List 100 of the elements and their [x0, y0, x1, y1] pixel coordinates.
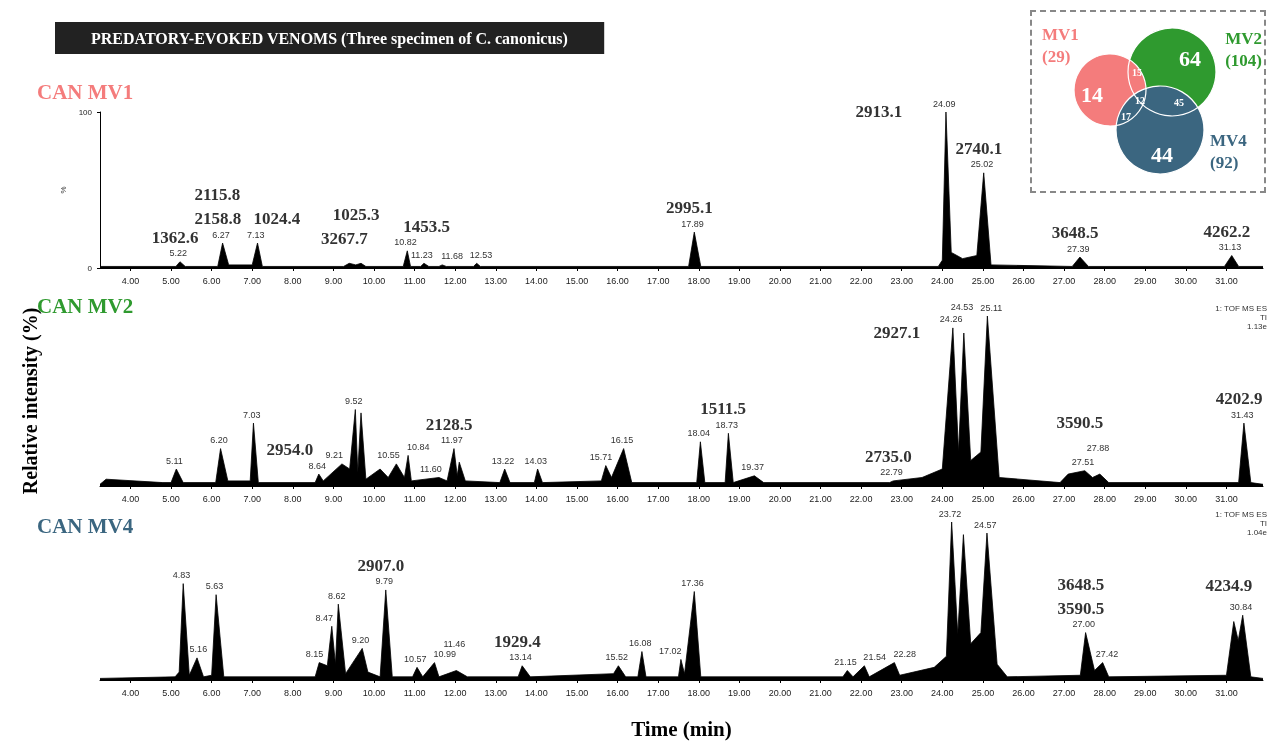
x-tick-label: 23.00	[890, 275, 913, 286]
x-tick-label: 19.00	[728, 687, 751, 698]
legend-label: MV4	[1210, 131, 1248, 150]
annotation: 2735.0	[864, 446, 912, 466]
annotation: 10.99	[433, 649, 457, 660]
annotation: 27.00	[1072, 619, 1096, 630]
x-tick-label: 22.00	[849, 275, 873, 286]
x-tick-label: 24.00	[931, 687, 954, 698]
legend-label: MV2	[1225, 29, 1262, 48]
annotation: 4234.9	[1205, 575, 1253, 595]
annotation: 23.72	[938, 508, 962, 519]
x-tick-label: 6.00	[202, 687, 221, 698]
x-tick-label: 17.00	[646, 275, 670, 286]
annotation: 1511.5	[700, 399, 746, 419]
annotation: 1362.6	[151, 227, 199, 247]
annotation: 21.54	[863, 652, 886, 663]
x-tick-label: 26.00	[1012, 493, 1035, 504]
x-tick-label: 14.00	[525, 275, 548, 286]
x-tick-label: 25.00	[971, 493, 995, 504]
x-tick-label: 28.00	[1093, 493, 1116, 504]
annotation: 11.68	[441, 251, 464, 262]
annotation: 2954.0	[266, 440, 314, 460]
annotation: (92)	[1210, 153, 1239, 172]
x-tick-label: 28.00	[1093, 275, 1116, 286]
x-tick-label: 6.00	[202, 493, 221, 504]
annotation: 7.13	[247, 229, 265, 240]
text: (104)	[1225, 51, 1262, 70]
x-tick-label: 27.00	[1052, 275, 1076, 286]
x-tick-label: 16.00	[606, 275, 629, 286]
x-tick-label: 15.00	[565, 275, 589, 286]
x-tick-label: 31.00	[1215, 493, 1238, 504]
x-tick-label: 18.00	[687, 275, 711, 286]
x-tick-label: 27.00	[1052, 493, 1076, 504]
x-tick-label: 12.00	[443, 493, 467, 504]
chart-subtitle: CAN MV1	[37, 79, 134, 104]
annotation: 5.11	[165, 455, 183, 466]
annotation: 24.09	[932, 98, 956, 109]
x-tick-label: 13.00	[484, 687, 508, 698]
annotation: 12.53	[469, 249, 493, 260]
annotation: 8.64	[308, 460, 326, 471]
y-tick-label: 0	[87, 263, 93, 273]
annotation: 9.79	[375, 576, 393, 587]
annotation: 16.08	[628, 638, 652, 649]
x-tick-label: 7.00	[243, 275, 261, 286]
annotation: 24.26	[939, 314, 963, 325]
x-tick-label: 29.00	[1134, 687, 1157, 698]
x-tick-label: 30.00	[1174, 687, 1198, 698]
x-tick-label: 17.00	[646, 493, 670, 504]
x-tick-label: 9.00	[324, 687, 343, 698]
annotation: 11.60	[419, 464, 442, 474]
x-tick-label: 25.00	[971, 275, 995, 286]
annotation: 9.21	[325, 450, 344, 461]
annotation: 30.84	[1229, 601, 1253, 612]
x-tick-label: 19.00	[728, 275, 751, 286]
annotation: 5.22	[169, 248, 188, 259]
x-axis-title: Time (min)	[631, 716, 732, 741]
x-tick-label: 11.00	[403, 687, 426, 698]
annotation: 15.71	[589, 452, 613, 463]
x-tick-label: 29.00	[1134, 275, 1157, 286]
x-tick-label: 16.00	[606, 493, 629, 504]
annotation: 17.36	[681, 578, 704, 589]
annotation: 2740.1	[955, 138, 1003, 158]
annotation: 1453.5	[403, 216, 451, 236]
x-tick-label: 28.00	[1093, 687, 1116, 698]
annotation: 22.28	[893, 649, 916, 660]
x-tick-label: 17.00	[646, 687, 670, 698]
text: (29)	[1042, 47, 1071, 66]
annotation: 11.97	[440, 435, 463, 446]
x-tick-label: 31.00	[1215, 275, 1238, 286]
x-tick-label: 21.00	[809, 493, 832, 504]
annotation: 1929.4	[493, 631, 542, 651]
x-tick-label: 11.00	[403, 493, 426, 504]
annotation: 1024.4	[253, 209, 301, 229]
legend-label: MV1	[1042, 25, 1079, 44]
annotation: 10.55	[377, 450, 400, 461]
annotation: 2927.1	[873, 323, 921, 342]
x-tick-label: 5.00	[162, 493, 180, 504]
x-tick-label: 10.00	[362, 275, 386, 286]
x-tick-label: 27.00	[1052, 687, 1076, 698]
x-tick-label: 20.00	[768, 275, 792, 286]
y-tick-label: 100	[78, 107, 93, 117]
chart-title: PREDATORY-EVOKED VENOMS (Three specimen of C. canonicus)	[91, 29, 568, 48]
annotation: 13.14	[509, 652, 532, 663]
annotation: 27.51	[1071, 457, 1095, 468]
annotation: 27.42	[1095, 649, 1119, 660]
x-tick-label: 4.00	[121, 493, 140, 504]
x-tick-label: 11.00	[403, 275, 426, 286]
x-tick-label: 22.00	[849, 687, 873, 698]
x-tick-label: 12.00	[443, 687, 467, 698]
x-tick-label: 20.00	[768, 687, 792, 698]
x-tick-label: 20.00	[768, 493, 792, 504]
annotation: 16.15	[610, 435, 634, 446]
x-tick-label: 21.00	[809, 275, 832, 286]
x-tick-label: 23.00	[890, 493, 913, 504]
annotation: 15.52	[605, 652, 628, 663]
annotation: 3648.5	[1057, 574, 1105, 594]
annotation: 8.47	[315, 612, 333, 623]
annotation: 9.20	[351, 634, 370, 645]
annotation: 5.63	[205, 581, 224, 592]
x-tick-label: 25.00	[971, 687, 995, 698]
